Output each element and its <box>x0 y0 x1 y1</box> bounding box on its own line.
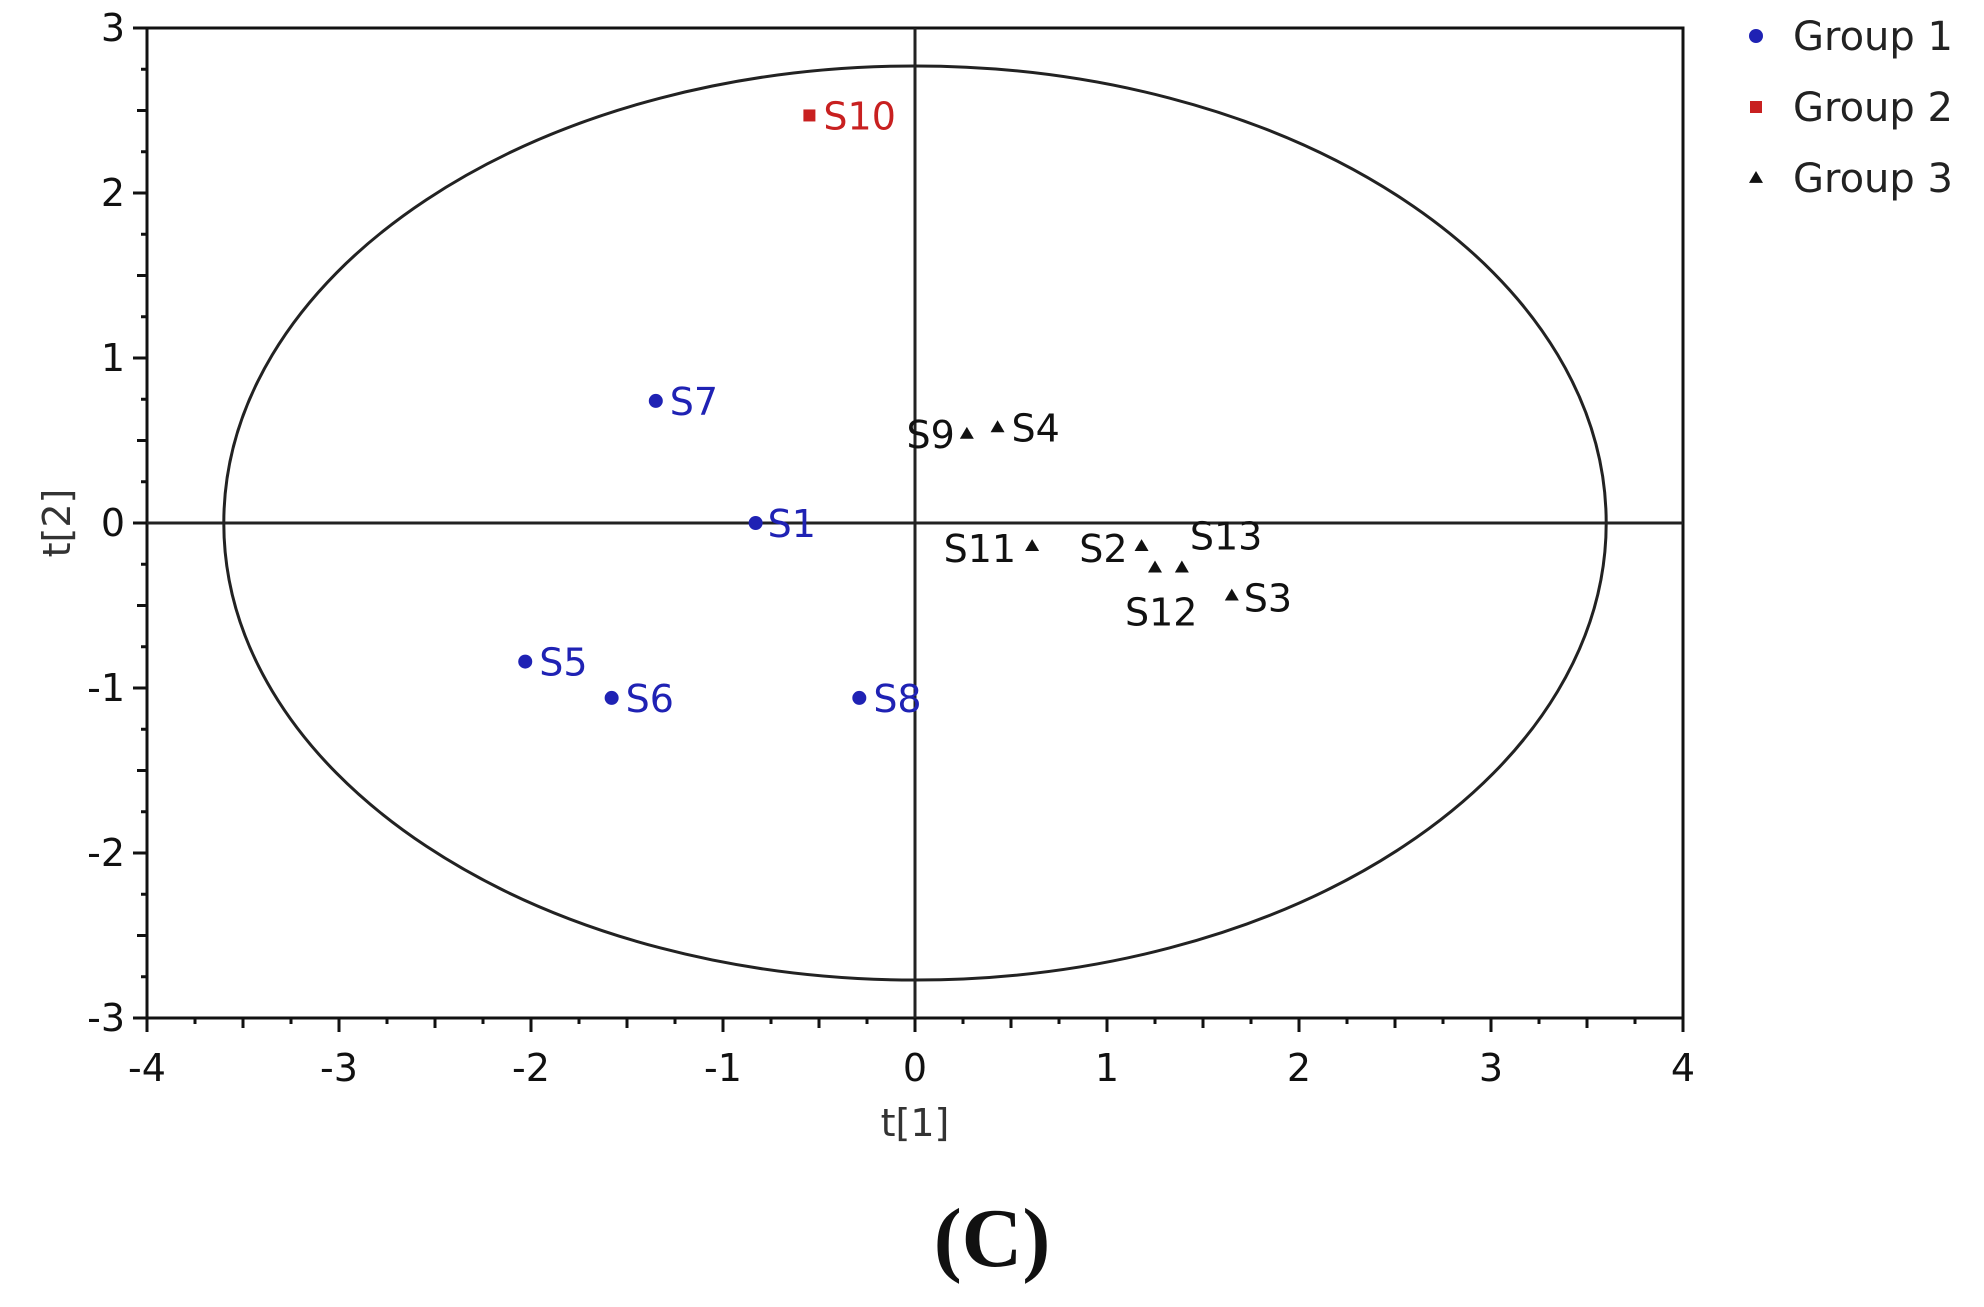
x-tick-label: -4 <box>128 1046 166 1090</box>
legend-marker <box>1749 171 1763 183</box>
y-tick-label: -1 <box>87 666 125 710</box>
x-tick-label: 1 <box>1095 1046 1119 1090</box>
series-group-3: S9 S4 S11 S2 S13 S12 S3 <box>907 406 1293 634</box>
data-point-s7 <box>648 393 663 408</box>
point-label-s7: S7 <box>670 380 718 424</box>
legend-label: Group 2 <box>1793 85 1953 131</box>
x-tick-label: 4 <box>1671 1046 1695 1090</box>
point-label-s11: S11 <box>944 527 1016 571</box>
y-tick-label: -3 <box>87 996 125 1040</box>
data-point-s2 <box>1134 539 1149 551</box>
point-label-s2: S2 <box>1079 527 1127 571</box>
y-tick-label: 1 <box>101 336 125 380</box>
point-label-s12: S12 <box>1125 591 1197 635</box>
y-tick-label: -2 <box>87 831 125 875</box>
point-label-s9: S9 <box>907 413 955 457</box>
data-point-s8 <box>852 690 867 705</box>
data-point-s9 <box>959 426 974 439</box>
series-group-1: S7 S1 S5 S6 S8 <box>518 380 922 721</box>
legend-label: Group 1 <box>1793 14 1953 60</box>
legend-label: Group 3 <box>1793 156 1953 202</box>
data-point-s13 <box>1174 560 1189 573</box>
legend: Group 1 Group 2 Group 3 <box>1749 14 1953 202</box>
legend-marker <box>1750 101 1762 113</box>
legend-marker <box>1749 29 1763 43</box>
x-tick-label: -3 <box>320 1046 358 1090</box>
x-tick-label: 2 <box>1287 1046 1311 1090</box>
point-label-s3: S3 <box>1244 577 1292 621</box>
x-tick-label: -1 <box>704 1046 742 1090</box>
data-point-s3 <box>1224 588 1239 601</box>
data-point-s11 <box>1025 539 1040 551</box>
y-tick-label: 3 <box>101 6 125 50</box>
point-label-s8: S8 <box>873 677 921 721</box>
point-label-s13: S13 <box>1190 515 1262 559</box>
data-point-s12 <box>1148 560 1162 573</box>
point-label-s6: S6 <box>626 677 674 721</box>
data-point-s1 <box>748 516 763 530</box>
y-tick-label: 2 <box>101 171 125 215</box>
data-point-s4 <box>990 420 1005 433</box>
x-tick-label: 0 <box>903 1046 927 1090</box>
point-label-s1: S1 <box>768 502 816 546</box>
point-label-s10: S10 <box>823 94 895 138</box>
x-axis-title: t[1] <box>881 1101 950 1145</box>
point-label-s4: S4 <box>1012 406 1060 450</box>
x-tick-label: -2 <box>512 1046 550 1090</box>
series-group-2: S10 <box>803 94 896 138</box>
data-point-s10 <box>803 109 816 122</box>
point-label-s5: S5 <box>539 641 587 685</box>
panel-label: (C) <box>933 1192 1051 1285</box>
x-tick-label: 3 <box>1479 1046 1503 1090</box>
y-axis-title: t[2] <box>35 489 79 558</box>
data-point-s6 <box>604 690 619 705</box>
data-point-s5 <box>518 654 533 669</box>
y-tick-label: 0 <box>101 501 125 545</box>
